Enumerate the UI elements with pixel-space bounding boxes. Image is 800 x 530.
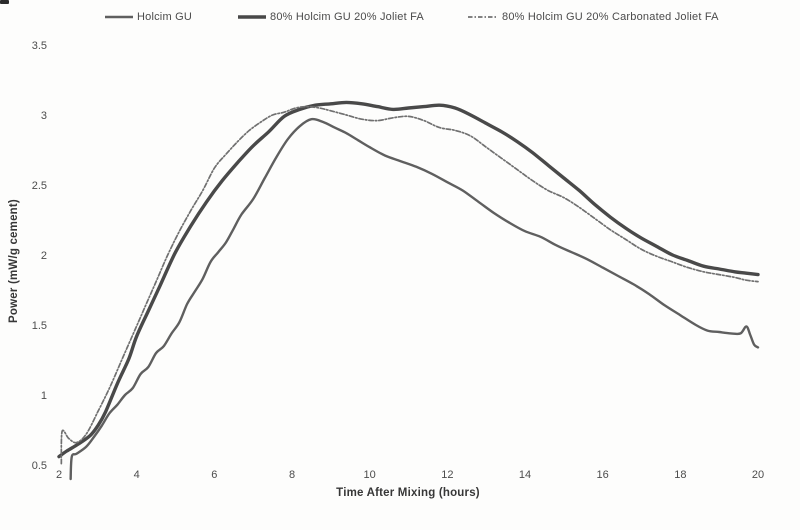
x-tick-label: 4 (134, 469, 140, 481)
x-tick-label: 14 (519, 469, 531, 481)
y-tick-label: 1 (41, 390, 47, 402)
y-tick-label: 2 (41, 250, 47, 262)
data-series-group (57, 100, 760, 481)
series-line-1 (57, 100, 760, 459)
y-tick-label: 1.5 (32, 320, 47, 332)
x-tick-label: 10 (364, 469, 376, 481)
x-tick-label: 20 (752, 469, 764, 481)
x-tick-label: 18 (674, 469, 686, 481)
x-axis-title: Time After Mixing (hours) (336, 487, 480, 499)
legend-swatch-solid-line-icon (105, 15, 133, 19)
legend-item-joliet-fa: 80% Holcim GU 20% Joliet FA (237, 8, 424, 26)
y-tick-label: 2.5 (32, 180, 47, 192)
legend-swatch-dashed-line-icon (468, 16, 498, 18)
legend-item-holcim-gu: Holcim GU (104, 8, 192, 26)
x-tick-label: 8 (289, 469, 295, 481)
series-line-0 (69, 117, 760, 481)
legend-label: Holcim GU (137, 11, 192, 23)
scan-artifact (0, 0, 9, 4)
legend-label: 80% Holcim GU 20% Carbonated Joliet FA (502, 11, 719, 23)
axis-tick-labels: 2 4 6 8 10 12 14 16 18 20 0.5 1 1.5 2 2.5 3 3.5 (32, 40, 764, 481)
y-tick-label: 0.5 (32, 460, 47, 472)
x-tick-label: 12 (441, 469, 453, 481)
y-tick-label: 3 (41, 110, 47, 122)
legend-label: 80% Holcim GU 20% Joliet FA (270, 11, 424, 23)
chart-legend: Holcim GU 80% Holcim GU 20% Joliet FA 80… (0, 8, 800, 30)
legend-item-carbonated-joliet-fa: 80% Holcim GU 20% Carbonated Joliet FA (467, 8, 719, 26)
legend-swatch-thick-line-icon (238, 15, 266, 19)
y-axis-title: Power (mW/g cement) (8, 199, 20, 323)
x-tick-label: 6 (211, 469, 217, 481)
series-line-2 (60, 105, 759, 465)
y-tick-label: 3.5 (32, 40, 47, 52)
x-tick-label: 2 (56, 469, 62, 481)
x-tick-label: 16 (597, 469, 609, 481)
